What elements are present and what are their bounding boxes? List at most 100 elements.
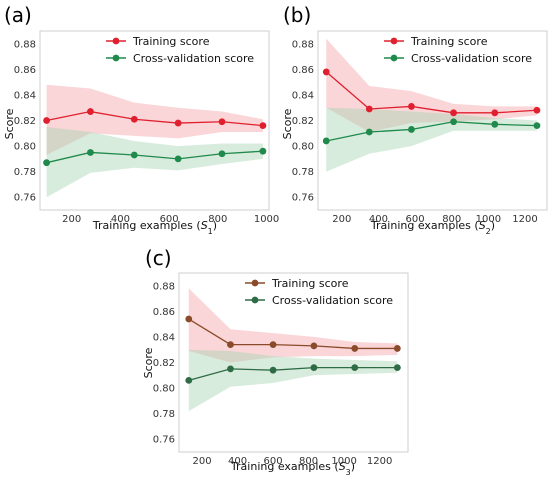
training-point <box>87 108 94 115</box>
panel-c-label: (c) <box>145 246 172 270</box>
training-point <box>269 341 277 348</box>
y-tick-label: 0.78 <box>14 167 36 178</box>
panel-a-ylabel: Score <box>3 108 16 139</box>
training-point <box>310 342 318 350</box>
legend-entry-training: Training score <box>245 277 349 290</box>
y-tick-label: 0.84 <box>153 332 175 343</box>
cv-point <box>450 118 457 126</box>
training-band-a <box>46 84 263 156</box>
x-tick-label: 200 <box>62 214 81 225</box>
panel-c-xlabel: Training examples (S3) <box>230 460 355 477</box>
x-tick-label: 800 <box>442 214 461 225</box>
training-line-b <box>325 71 537 114</box>
panel-b-label: (b) <box>283 3 311 27</box>
y-tick-label: 0.86 <box>153 307 175 318</box>
cv-point <box>365 128 373 136</box>
x-tick-label: 1200 <box>512 214 537 225</box>
legend-label: Cross-validation score <box>411 52 532 65</box>
plot-frame-b <box>317 30 548 211</box>
cv-point <box>43 159 50 167</box>
legend-label: Training score <box>132 35 210 48</box>
y-tick-label: 0.88 <box>153 281 175 292</box>
legend-marker <box>112 54 120 62</box>
x-tick-label: 600 <box>264 456 283 467</box>
panel-a-label: (a) <box>4 3 32 27</box>
y-tick-label: 0.82 <box>292 116 314 127</box>
y-tick-label: 0.76 <box>14 193 36 204</box>
x-tick-label: 800 <box>299 456 318 467</box>
panel-b-ylabel: Score <box>281 108 294 139</box>
cv-point <box>227 365 234 373</box>
training-line-a <box>46 110 263 127</box>
cv-line-b <box>326 121 537 142</box>
y-tick-label: 0.80 <box>153 384 175 395</box>
x-tick-label: 200 <box>332 214 351 225</box>
cv-point <box>269 366 277 374</box>
cv-line-a <box>46 150 263 164</box>
training-point <box>43 117 50 124</box>
cv-line-c <box>188 366 398 382</box>
x-tick-label: 800 <box>208 214 227 225</box>
y-tick-label: 0.86 <box>14 65 36 76</box>
panel-b: (b) Score Training examples (S2) <box>281 3 495 236</box>
legend-entry-cv: Cross-validation score <box>384 52 532 65</box>
x-tick-label: 1000 <box>254 214 279 225</box>
legend-entry-training: Training score <box>384 35 488 48</box>
training-point <box>174 119 182 127</box>
x-tick-label: 600 <box>160 214 179 225</box>
cv-point <box>130 151 138 159</box>
y-tick-label: 0.88 <box>292 39 314 50</box>
y-tick-label: 0.82 <box>153 358 175 369</box>
panel-b-xlabel: Training examples (S2) <box>370 219 495 236</box>
training-point <box>130 115 138 123</box>
training-point <box>393 345 401 352</box>
cv-point <box>322 137 330 145</box>
y-tick-label: 0.78 <box>292 167 314 178</box>
cv-point <box>174 155 182 163</box>
training-line-c <box>188 318 398 350</box>
training-point <box>227 341 234 348</box>
y-tick-label: 0.76 <box>153 435 175 446</box>
y-tick-label: 0.80 <box>292 142 314 153</box>
training-point <box>351 345 359 352</box>
legend-label: Cross-validation score <box>272 294 393 307</box>
cv-point <box>218 150 226 158</box>
legend-marker <box>390 37 398 45</box>
cv-point <box>310 364 318 372</box>
x-tick-label: 1000 <box>331 456 356 467</box>
training-point <box>185 315 193 323</box>
legend-label: Training score <box>271 277 349 290</box>
cv-point <box>533 122 541 130</box>
plot-frame-c <box>178 272 409 453</box>
x-tick-label: 200 <box>193 456 212 467</box>
cv-point <box>259 147 267 155</box>
legend-label: Cross-validation score <box>133 52 254 65</box>
cv-point <box>408 126 415 133</box>
cv-band-a <box>46 126 263 198</box>
x-tick-label: 600 <box>406 214 425 225</box>
chart-a: 0.76 0.78 0.80 0.82 0.84 0.86 0.88 200 400 600 800… <box>14 30 279 225</box>
legend-entry-cv: Cross-validation score <box>106 52 254 65</box>
training-point <box>322 68 330 76</box>
cv-point <box>185 377 193 384</box>
plot-frame-a <box>39 30 270 211</box>
cv-point <box>393 364 401 372</box>
x-tick-label: 1200 <box>367 456 392 467</box>
cv-band-c <box>188 349 398 412</box>
panel-c: (c) Score Training examples (S3) <box>142 246 355 477</box>
x-tick-label: 1000 <box>476 214 501 225</box>
legend-marker <box>112 37 120 45</box>
training-point <box>491 109 499 117</box>
panel-a: (a) Score Training examples (S1) <box>3 3 217 236</box>
x-tick-label: 400 <box>111 214 130 225</box>
training-point <box>408 103 415 110</box>
y-tick-label: 0.76 <box>292 193 314 204</box>
y-tick-label: 0.88 <box>14 39 36 50</box>
training-point <box>450 109 457 117</box>
cv-point <box>351 364 359 372</box>
y-tick-label: 0.80 <box>14 142 36 153</box>
y-tick-label: 0.84 <box>292 90 314 101</box>
chart-b: 0.76 0.78 0.80 0.82 0.84 0.86 0.88 200 400 600 800… <box>292 30 548 225</box>
y-tick-label: 0.84 <box>14 90 36 101</box>
